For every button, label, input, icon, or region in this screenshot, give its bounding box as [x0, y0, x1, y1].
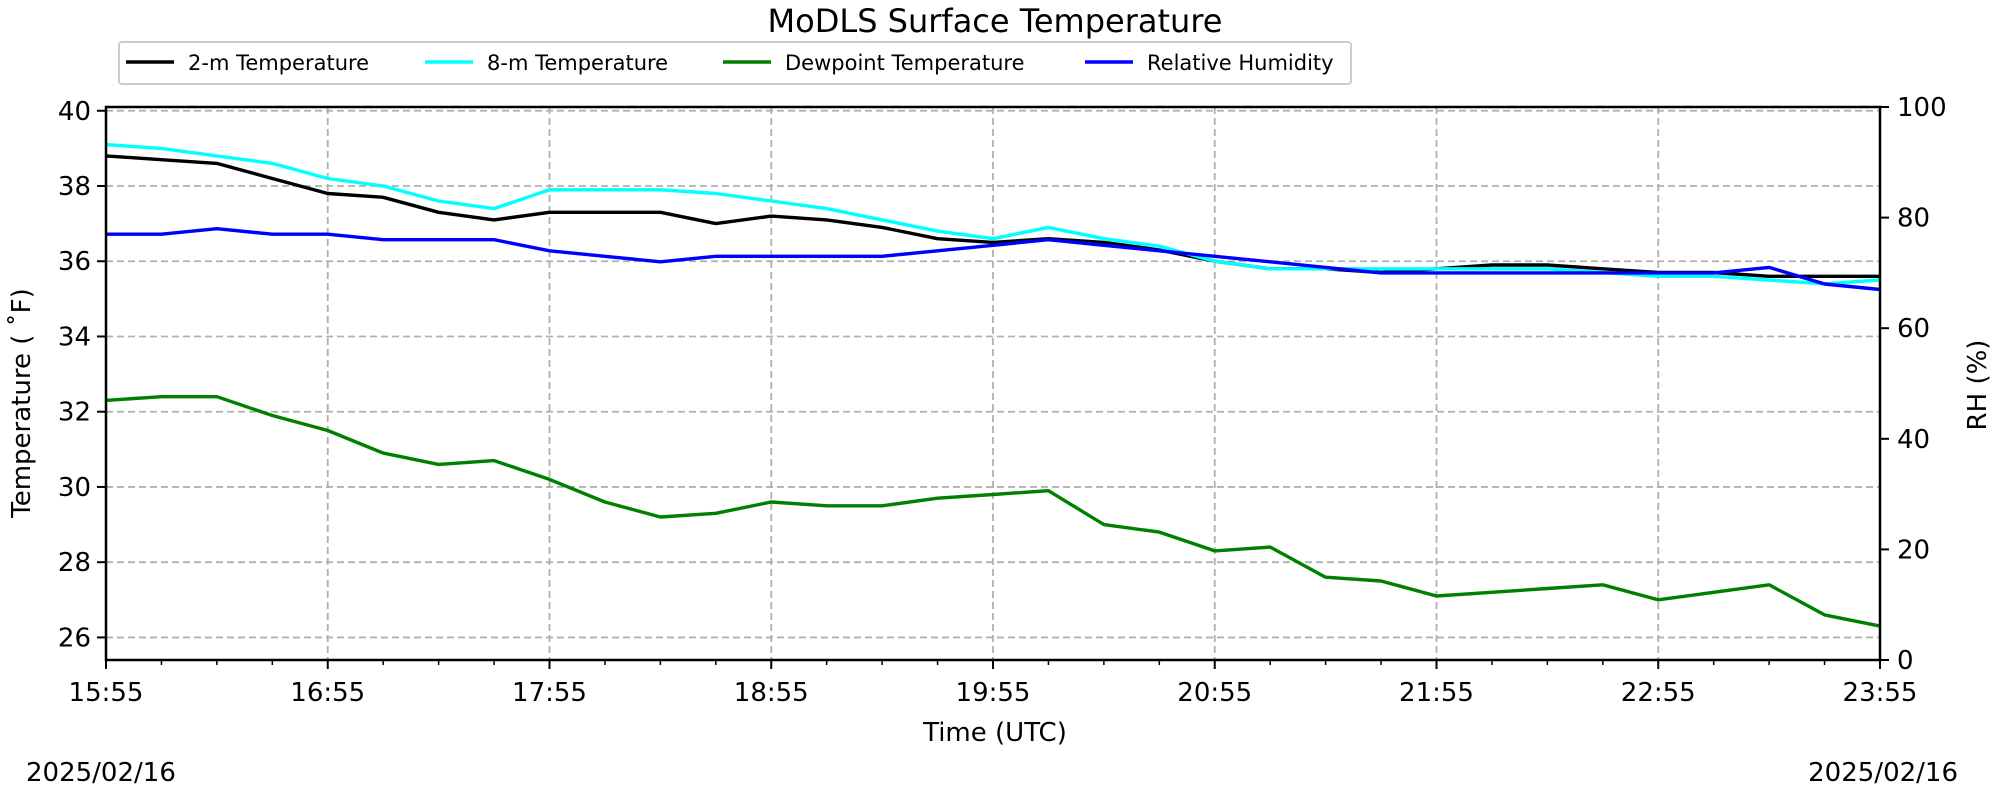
- x-tick-label: 15:55: [69, 678, 144, 708]
- y-axis-label-right: RH (%): [1963, 340, 1993, 431]
- y-tick-label: 34: [58, 322, 91, 352]
- x-tick-label: 23:55: [1843, 678, 1918, 708]
- legend-label: Relative Humidity: [1147, 51, 1334, 75]
- series-line-2-m-temperature: [105, 154, 1880, 278]
- legend-label: 8-m Temperature: [487, 51, 668, 75]
- x-tick-label: 19:55: [956, 678, 1031, 708]
- y-right-tick-label: 0: [1897, 646, 1914, 676]
- series-layer: [105, 142, 1881, 628]
- y-tick-label: 28: [58, 548, 91, 578]
- y-tick-label: 36: [58, 247, 91, 277]
- y-right-tick-label: 100: [1897, 93, 1947, 123]
- series-line-dewpoint-temperature: [105, 395, 1881, 628]
- y-right-tick-label: 40: [1897, 425, 1930, 455]
- y-tick-label: 32: [58, 398, 91, 428]
- x-tick-label: 16:55: [290, 678, 365, 708]
- x-tick-label: 18:55: [734, 678, 809, 708]
- y-tick-label: 26: [58, 623, 91, 653]
- y-tick-label: 40: [58, 97, 91, 127]
- axes: 15:55 16:55 17:55 18:55 19:55 20:55 21:55 22:55…: [58, 93, 1947, 708]
- chart-title: MoDLS Surface Temperature: [768, 2, 1223, 40]
- y-right-tick-label: 20: [1897, 535, 1930, 565]
- y-tick-label: 30: [58, 473, 91, 503]
- x-tick-label: 20:55: [1177, 678, 1252, 708]
- date-start-label: 2025/02/16: [26, 758, 176, 788]
- date-end-label: 2025/02/16: [1808, 758, 1958, 788]
- legend-label: 2-m Temperature: [188, 51, 369, 75]
- x-axis-label: Time (UTC): [922, 718, 1067, 748]
- y-tick-label: 38: [58, 172, 91, 202]
- x-tick-label: 17:55: [512, 678, 587, 708]
- x-tick-label: 22:55: [1621, 678, 1696, 708]
- legend-label: Dewpoint Temperature: [785, 51, 1025, 75]
- grid: [106, 107, 1880, 660]
- y-right-tick-label: 80: [1897, 204, 1930, 234]
- y-axis-label: Temperature ( ˚F): [7, 288, 37, 518]
- series-line-relative-humidity: [106, 226, 1881, 292]
- y-right-tick-label: 60: [1897, 314, 1930, 344]
- x-tick-label: 21:55: [1399, 678, 1474, 708]
- legend: 2-m Temperature 8-m Temperature Dewpoint T…: [118, 41, 1352, 85]
